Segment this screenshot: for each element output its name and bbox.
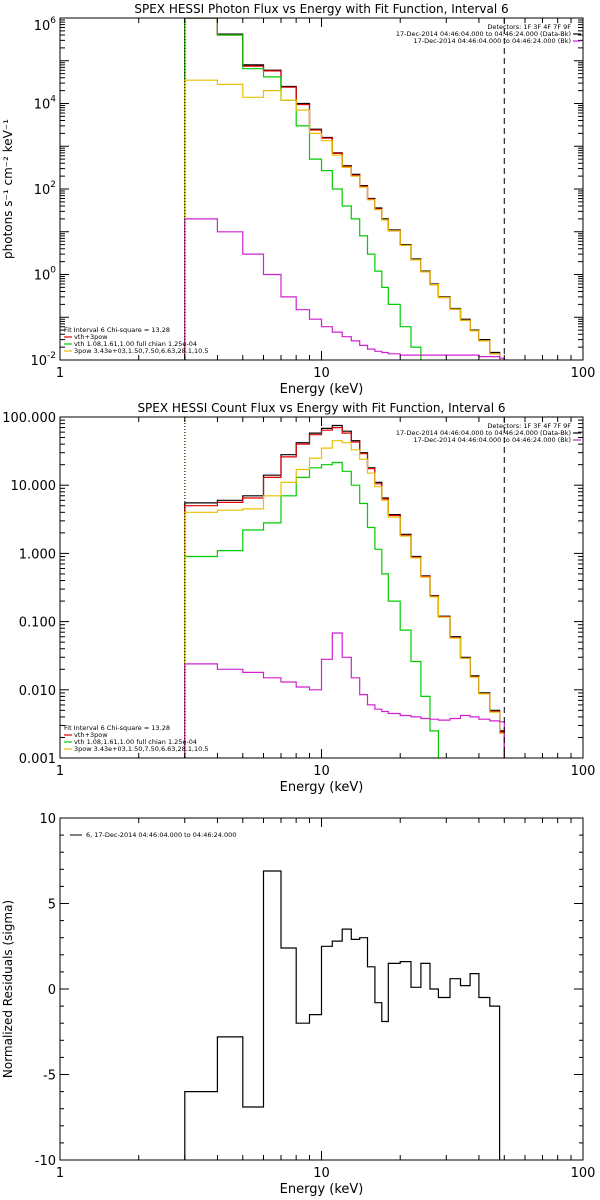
y-tick-label: 0 — [48, 983, 56, 998]
y-tick-label: 0.001 — [19, 752, 56, 767]
y-tick-label: 100 — [34, 266, 57, 284]
x-tick-label: 100 — [571, 1166, 596, 1181]
fit-info-entry: vth+3pow — [74, 333, 108, 341]
y-axis-label: photons s⁻¹ cm⁻² keV⁻¹ — [1, 119, 15, 259]
y-tick-label: 1.000 — [19, 547, 56, 562]
series-line-3 — [184, 461, 439, 758]
x-tick-label: 10 — [313, 764, 330, 779]
series-line-4 — [184, 79, 501, 360]
y-tick-label: 102 — [34, 180, 56, 198]
legend-entry: 17-Dec-2014 04:46:04.000 to 04:46:24.000… — [396, 429, 571, 437]
y-tick-label: 100.000 — [2, 411, 56, 426]
fit-info-entry: Fit Interval 6 Chi-square = 13.28 — [64, 326, 170, 334]
panel-1: SPEX HESSI Photon Flux vs Energy with Fi… — [1, 2, 596, 397]
series-line-1 — [184, 870, 501, 1160]
series-group — [184, 424, 505, 758]
y-tick-label: -10 — [35, 1154, 56, 1169]
x-axis-label: Energy (keV) — [280, 382, 364, 397]
legend-entry: 17-Dec-2014 04:46:04.000 to 04:46:24.000… — [414, 436, 572, 444]
series-line-2 — [184, 18, 501, 360]
legend-entry: Detectors: 1F 3F 4F 7F 9F — [487, 422, 571, 430]
y-tick-label: 5 — [48, 898, 56, 913]
x-tick-label: 1 — [56, 366, 64, 381]
chart-title: SPEX HESSI Count Flux vs Energy with Fit… — [137, 401, 505, 415]
legend-entry: 17-Dec-2014 04:46:04.000 to 04:46:24.000… — [414, 37, 572, 45]
series-line-4 — [184, 440, 505, 758]
y-tick-label: 104 — [34, 95, 57, 113]
y-axis-label: Normalized Residuals (sigma) — [1, 900, 15, 1078]
y-tick-label: 0.100 — [19, 616, 56, 631]
series-group — [184, 18, 505, 360]
series-group — [184, 870, 501, 1160]
y-tick-label: 106 — [34, 16, 57, 34]
series-line-5 — [184, 632, 505, 758]
x-axis-label: Energy (keV) — [280, 780, 364, 795]
x-tick-label: 100 — [571, 764, 596, 779]
x-tick-label: 1 — [56, 1166, 64, 1181]
series-line-3 — [184, 18, 422, 360]
x-axis-label: Energy (keV) — [280, 1182, 364, 1197]
fit-info-entry: vth 1.08,1.61,1.00 full chian 1.25e-04 — [74, 340, 197, 348]
y-tick-label: 10 — [39, 812, 56, 827]
y-tick-label: -5 — [43, 1069, 56, 1084]
fit-info-entry: vth 1.08,1.61,1.00 full chian 1.25e-04 — [74, 738, 197, 746]
legend-entry: 17-Dec-2014 04:46:04.000 to 04:46:24.000… — [396, 30, 571, 38]
legend-entry: Detectors: 1F 3F 4F 7F 9F — [487, 23, 571, 31]
series-line-2 — [184, 427, 505, 758]
series-line-1 — [184, 424, 505, 758]
fit-info-entry: 3pow 3.43e+03,1.50,7.50,6.63,28.1,10.5 — [74, 347, 209, 355]
y-tick-label: 10.000 — [11, 479, 57, 494]
panel-2: SPEX HESSI Count Flux vs Energy with Fit… — [2, 401, 596, 795]
y-tick-label: 0.010 — [19, 684, 56, 699]
x-tick-label: 10 — [313, 1166, 330, 1181]
legend-entry: 6, 17-Dec-2014 04:46:04.000 to 04:46:24.… — [86, 831, 236, 839]
chart-title: SPEX HESSI Photon Flux vs Energy with Fi… — [134, 2, 508, 16]
x-tick-label: 10 — [313, 366, 330, 381]
fit-info-entry: vth+3pow — [74, 731, 108, 739]
fit-info-entry: 3pow 3.43e+03,1.50,7.50,6.63,28.1,10.5 — [74, 745, 209, 753]
fit-info-entry: Fit Interval 6 Chi-square = 13.28 — [64, 724, 170, 732]
series-line-1 — [184, 18, 501, 360]
y-tick-label: 10-2 — [30, 351, 56, 369]
series-line-5 — [184, 218, 505, 360]
x-tick-label: 1 — [56, 764, 64, 779]
x-tick-label: 100 — [571, 366, 596, 381]
